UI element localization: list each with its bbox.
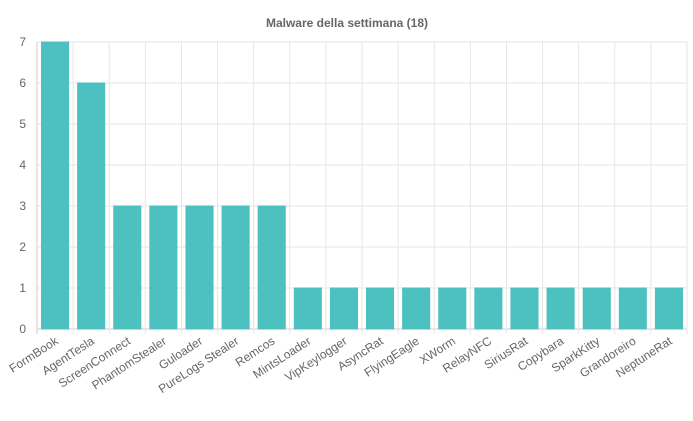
y-tick-label: 6: [19, 76, 26, 90]
chart-title: Malware della settimana (18): [266, 16, 428, 30]
bar[interactable]: [654, 287, 683, 330]
bar[interactable]: [510, 287, 539, 330]
bar[interactable]: [77, 82, 106, 330]
y-tick-label: 2: [19, 240, 26, 254]
bar[interactable]: [221, 205, 250, 330]
grid-lines: [36, 41, 688, 334]
bar[interactable]: [329, 287, 358, 330]
bar[interactable]: [474, 287, 503, 330]
x-axis-ticks: FormBookAgentTeslaScreenConnectPhantomSt…: [7, 333, 675, 396]
y-tick-label: 0: [19, 322, 26, 336]
bar[interactable]: [41, 41, 70, 330]
y-axis-ticks: 0 1 2 3 4 5 6 7: [19, 35, 26, 336]
bar[interactable]: [546, 287, 575, 330]
bar[interactable]: [438, 287, 467, 330]
bar[interactable]: [185, 205, 214, 330]
bars: [41, 41, 683, 330]
bar[interactable]: [582, 287, 611, 330]
bar[interactable]: [293, 287, 322, 330]
bar[interactable]: [149, 205, 178, 330]
bar[interactable]: [257, 205, 286, 330]
bar[interactable]: [618, 287, 647, 330]
bar[interactable]: [402, 287, 431, 330]
bar[interactable]: [113, 205, 142, 330]
bar[interactable]: [366, 287, 395, 330]
y-tick-label: 1: [19, 281, 26, 295]
y-tick-label: 5: [19, 117, 26, 131]
y-tick-label: 7: [19, 35, 26, 49]
y-tick-label: 3: [19, 199, 26, 213]
y-tick-label: 4: [19, 158, 26, 172]
